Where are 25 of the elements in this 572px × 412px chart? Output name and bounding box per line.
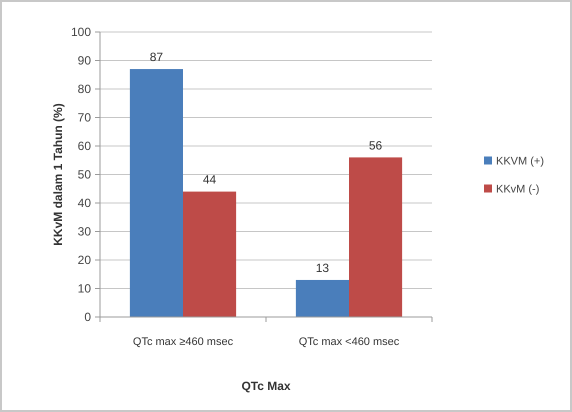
y-tick-label: 60 xyxy=(78,139,92,154)
y-tick-label: 0 xyxy=(84,310,92,324)
y-tick-label: 30 xyxy=(78,224,92,239)
y-tick-label: 20 xyxy=(78,253,92,268)
y-tick-label: 50 xyxy=(78,168,92,182)
y-tick-label: 10 xyxy=(78,282,92,296)
legend-label: KKvM (-) xyxy=(496,183,540,196)
bar xyxy=(296,280,349,317)
x-tick-label: QTc max ≥460 msec xyxy=(132,336,234,348)
x-tick-label: QTc max <460 msec xyxy=(298,336,400,348)
data-label: 13 xyxy=(316,260,330,275)
y-tick-label: 90 xyxy=(78,54,92,68)
bar xyxy=(183,192,236,317)
y-tick-label: 70 xyxy=(78,110,92,125)
y-axis-title: KKvM dalam 1 Tahun (%) xyxy=(51,103,65,246)
data-label: 56 xyxy=(368,138,383,152)
data-label: 87 xyxy=(150,50,164,64)
y-tick-label: 40 xyxy=(78,196,92,210)
y-tick-label: 100 xyxy=(70,25,92,40)
bar xyxy=(130,69,183,317)
legend-label: KKVM (+) xyxy=(496,155,544,168)
x-axis-title: QTc Max xyxy=(241,379,291,393)
data-label: 44 xyxy=(202,172,217,187)
bar xyxy=(349,157,402,317)
y-tick-label: 80 xyxy=(78,82,92,96)
